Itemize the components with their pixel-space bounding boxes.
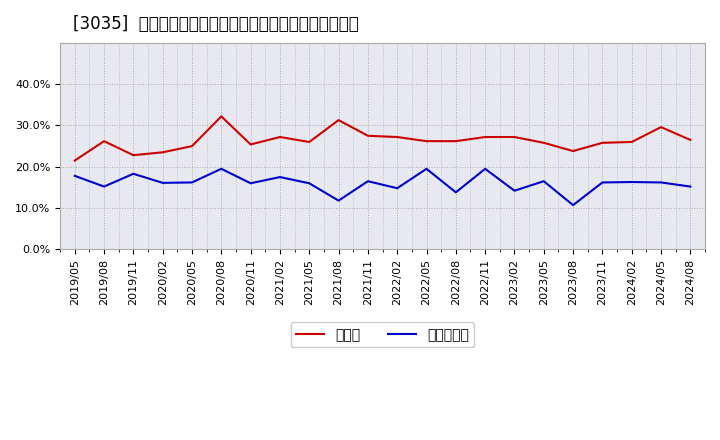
有利子負債 <box>657 180 665 185</box>
有利子負債 <box>246 181 255 186</box>
有利子負債 <box>598 180 607 185</box>
現預金 <box>305 139 314 145</box>
有利子負債 <box>217 166 225 172</box>
現預金 <box>569 148 577 154</box>
現預金 <box>657 125 665 130</box>
有利子負債 <box>71 173 79 179</box>
有利子負債 <box>627 180 636 185</box>
現預金 <box>246 142 255 147</box>
Text: [3035]  現預金、有利子負債の総資産に対する比率の推移: [3035] 現預金、有利子負債の総資産に対する比率の推移 <box>73 15 359 33</box>
有利子負債 <box>305 181 314 186</box>
現預金 <box>422 139 431 144</box>
有利子負債 <box>188 180 197 185</box>
現預金 <box>158 150 167 155</box>
有利子負債 <box>158 180 167 186</box>
有利子負債 <box>129 171 138 176</box>
現預金 <box>481 134 490 139</box>
有利子負債 <box>393 186 402 191</box>
有利子負債 <box>100 184 109 189</box>
現預金 <box>276 134 284 139</box>
有利子負債 <box>334 198 343 203</box>
現預金 <box>129 153 138 158</box>
現預金 <box>71 158 79 163</box>
現預金 <box>393 134 402 139</box>
有利子負債 <box>686 184 695 189</box>
現預金 <box>100 139 109 144</box>
現預金 <box>539 140 548 146</box>
有利子負債 <box>510 188 519 193</box>
有利子負債 <box>276 174 284 180</box>
現預金 <box>510 134 519 139</box>
有利子負債 <box>451 190 460 195</box>
Legend: 現預金, 有利子負債: 現預金, 有利子負債 <box>291 323 474 348</box>
現預金 <box>686 137 695 143</box>
現預金 <box>451 139 460 144</box>
現預金 <box>364 133 372 139</box>
現預金 <box>217 114 225 119</box>
Line: 有利子負債: 有利子負債 <box>75 169 690 205</box>
有利子負債 <box>364 179 372 184</box>
Line: 現預金: 現預金 <box>75 117 690 161</box>
有利子負債 <box>422 166 431 172</box>
有利子負債 <box>569 202 577 208</box>
現預金 <box>188 143 197 149</box>
現預金 <box>598 140 607 146</box>
現預金 <box>334 117 343 123</box>
有利子負債 <box>481 166 490 172</box>
有利子負債 <box>539 179 548 184</box>
現預金 <box>627 139 636 145</box>
